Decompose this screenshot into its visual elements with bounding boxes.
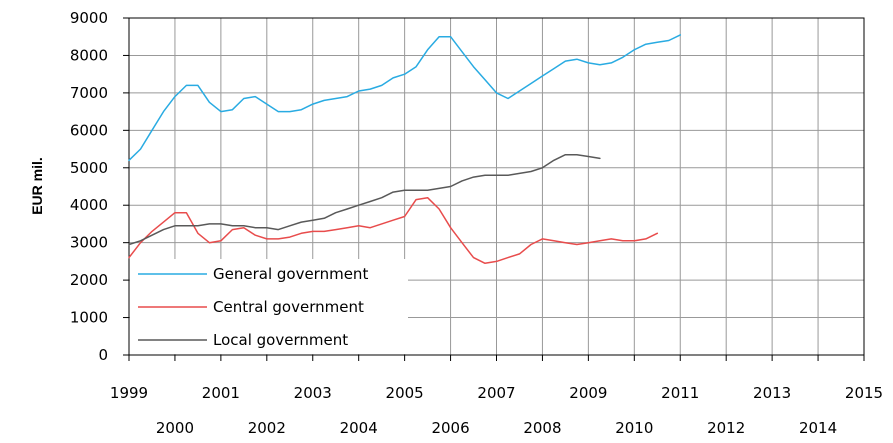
series-line-0	[128, 34, 682, 162]
x-tick-label: 2013	[753, 384, 791, 402]
series-line-2	[128, 153, 601, 246]
y-tick-label: 1000	[70, 309, 108, 327]
y-tick-label: 8000	[70, 46, 108, 64]
x-tick-label: 2010	[615, 419, 653, 437]
series-line-1	[128, 196, 659, 265]
y-tick-label: 2000	[70, 271, 108, 289]
x-tick-label: 2006	[431, 419, 469, 437]
legend: General government Central government Loca…	[130, 259, 408, 354]
y-axis-label: EUR mil.	[29, 157, 45, 215]
x-tick-label: 2004	[340, 419, 378, 437]
legend-label: Central government	[213, 298, 364, 316]
x-tick-label: 2003	[294, 384, 332, 402]
x-tick-label: 1999	[110, 384, 148, 402]
legend-label: General government	[213, 265, 368, 283]
x-tick-label: 2008	[523, 419, 561, 437]
y-tick-label: 5000	[70, 159, 108, 177]
y-tick-label: 0	[98, 346, 108, 364]
x-tick-label: 2002	[248, 419, 286, 437]
y-tick-label: 4000	[70, 196, 108, 214]
x-tick-label: 2000	[156, 419, 194, 437]
x-tick-label: 2012	[707, 419, 745, 437]
y-tick-label: 3000	[70, 234, 108, 252]
x-tick-label: 2001	[202, 384, 240, 402]
axes: 1999 2000 2001 2002 2003 2004 2005 2006 2007 2008…	[70, 9, 883, 437]
x-tick-label: 2005	[386, 384, 424, 402]
legend-label: Local government	[213, 331, 348, 349]
x-tick-label: 2014	[799, 419, 837, 437]
x-tick-label: 2009	[569, 384, 607, 402]
x-tick-label: 2011	[661, 384, 699, 402]
y-tick-label: 6000	[70, 121, 108, 139]
y-tick-label: 7000	[70, 84, 108, 102]
x-tick-label: 2015	[845, 384, 883, 402]
x-tick-label: 2007	[477, 384, 515, 402]
series-lines	[128, 34, 682, 265]
y-tick-label: 9000	[70, 9, 108, 27]
